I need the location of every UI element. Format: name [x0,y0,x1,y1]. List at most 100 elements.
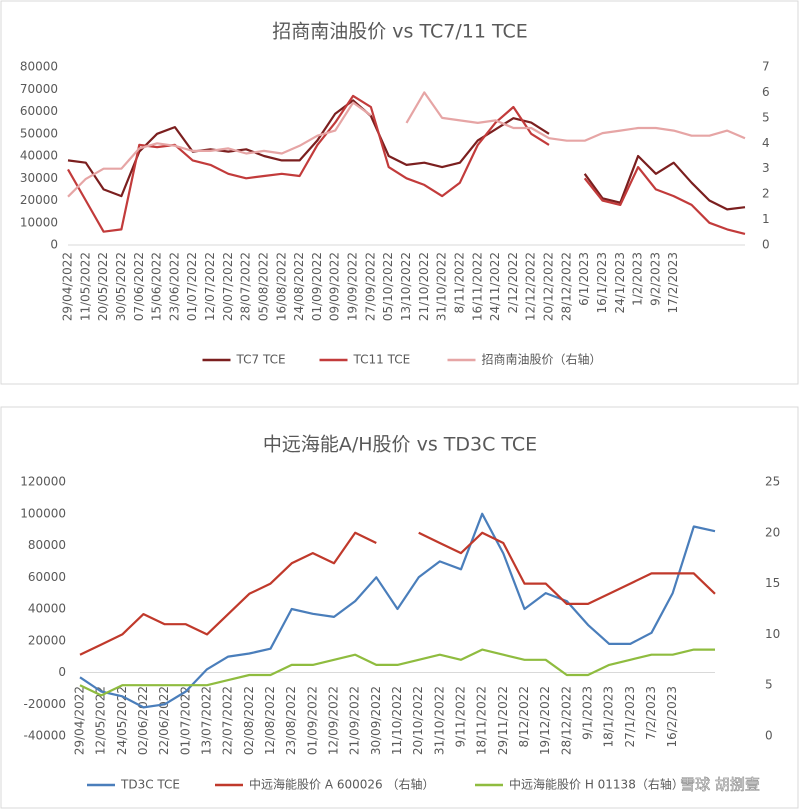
series-line [79,531,716,656]
y2-tick-label: 0 [762,238,770,252]
y-tick-label: 40000 [28,602,66,616]
x-tick-label: 24/08/2022 [292,252,306,321]
x-tick-label: 02/08/2022 [242,686,256,755]
x-tick-label: 30/05/2022 [114,252,128,321]
watermark: 雪球 胡捌壹 [680,776,760,794]
legend-label: TC11 TCE [353,353,411,367]
legend-label: 中远海能股价 A 600026 （右轴） [249,777,434,792]
y-tick-label: 100000 [20,506,66,520]
x-tick-label: 9/1/2023 [581,686,595,740]
y-tick-label: 40000 [20,149,58,163]
x-tick-label: 17/2/2023 [666,252,680,314]
series-line [67,91,746,198]
y-tick-label: 50000 [20,126,58,140]
y2-tick-label: 5 [762,110,770,124]
x-tick-label: 6/1/2023 [577,252,591,306]
y2-tick-label: 20 [765,525,780,539]
x-tick-label: 20/07/2022 [221,252,235,321]
y-tick-label: 0 [58,665,66,679]
x-tick-label: 8/12/2022 [517,686,531,748]
x-tick-label: 12/09/2022 [327,686,341,755]
y-tick-label: 70000 [20,82,58,96]
x-tick-label: 11/10/2022 [390,686,404,755]
x-tick-label: 31/10/2022 [435,252,449,321]
x-tick-label: 05/10/2022 [381,252,395,321]
x-tick-label: 29/04/2022 [61,252,75,321]
y2-tick-label: 5 [765,678,773,692]
y-tick-label: 60000 [28,570,66,584]
x-tick-label: 21/10/2022 [417,252,431,321]
x-tick-label: 15/06/2022 [150,252,164,321]
x-tick-label: 27/09/2022 [363,252,377,321]
y-tick-label: 20000 [28,633,66,647]
x-tick-label: 9/11/2022 [454,686,468,748]
x-tick-label: 21/09/2022 [348,686,362,755]
x-tick-label: 11/05/2022 [78,252,92,321]
chart-title: 招商南油股价 vs TC7/11 TCE [272,21,527,43]
x-tick-label: 16/11/2022 [470,252,484,321]
x-tick-label: 29/11/2022 [496,686,510,755]
y-tick-label: 120000 [20,475,66,489]
y2-tick-label: 4 [762,136,770,150]
y-tick-label: 30000 [20,171,58,185]
y2-tick-label: 1 [762,212,770,226]
series-line [79,648,715,697]
x-tick-label: 28/12/2022 [559,252,573,321]
x-tick-label: 16/1/2023 [595,252,609,314]
chart-title: 中远海能A/H股价 vs TD3C TCE [263,434,537,456]
x-tick-label: 02/06/2022 [136,686,150,755]
legend-label: 中远海能股价 H 01138（右轴） [509,777,684,792]
x-tick-label: 31/10/2022 [432,686,446,755]
x-tick-label: 19/09/2022 [346,252,360,321]
x-tick-label: 24/05/2022 [115,686,129,755]
x-tick-label: 23/06/2022 [167,252,181,321]
x-tick-label: 13/07/2022 [200,686,214,755]
y2-tick-label: 2 [762,187,770,201]
x-tick-label: 19/12/2022 [538,686,552,755]
y2-tick-label: 15 [765,576,780,590]
y-tick-label: -20000 [23,697,66,711]
x-tick-label: 12/08/2022 [263,686,277,755]
y-tick-label: 80000 [20,60,58,74]
x-tick-label: 18/11/2022 [475,686,489,755]
x-tick-label: 29/04/2022 [73,686,87,755]
x-tick-label: 7/2/2023 [644,686,658,740]
x-tick-label: 24/1/2023 [613,252,627,314]
y2-tick-label: 10 [765,627,780,641]
y-tick-label: 20000 [20,193,58,207]
x-tick-label: 20/10/2022 [411,686,425,755]
x-tick-label: 18/1/2023 [602,686,616,748]
y2-tick-label: 3 [762,161,770,175]
x-tick-label: 01/09/2022 [305,686,319,755]
legend-label: 招商南油股价（右轴） [482,352,602,367]
x-tick-label: 16/2/2023 [665,686,679,748]
x-tick-label: 22/07/2022 [221,686,235,755]
x-tick-label: 13/10/2022 [399,252,413,321]
y-tick-label: 10000 [20,215,58,229]
x-tick-label: 2/12/2022 [506,252,520,314]
x-tick-label: 16/08/2022 [274,252,288,321]
x-tick-label: 23/08/2022 [284,686,298,755]
y2-tick-label: 25 [765,475,780,489]
y-tick-label: 60000 [20,104,58,118]
x-tick-label: 20/12/2022 [542,252,556,321]
x-tick-label: 22/06/2022 [157,686,171,755]
x-tick-label: 8/11/2022 [452,252,466,314]
legend-label: TD3C TCE [120,778,180,792]
x-tick-label: 01/07/2022 [178,686,192,755]
x-tick-label: 28/12/2022 [559,686,573,755]
x-tick-label: 27/1/2023 [623,686,637,748]
x-tick-label: 09/09/2022 [328,252,342,321]
x-tick-label: 9/2/2023 [648,252,662,306]
x-tick-label: 12/12/2022 [524,252,538,321]
y2-tick-label: 7 [762,60,770,74]
legend-label: TC7 TCE [236,353,286,367]
y2-tick-label: 0 [765,729,773,743]
x-tick-label: 01/09/2022 [310,252,324,321]
x-tick-label: 20/05/2022 [96,252,110,321]
x-tick-label: 24/11/2022 [488,252,502,321]
y-tick-label: 0 [50,238,58,252]
series-line [67,99,746,211]
